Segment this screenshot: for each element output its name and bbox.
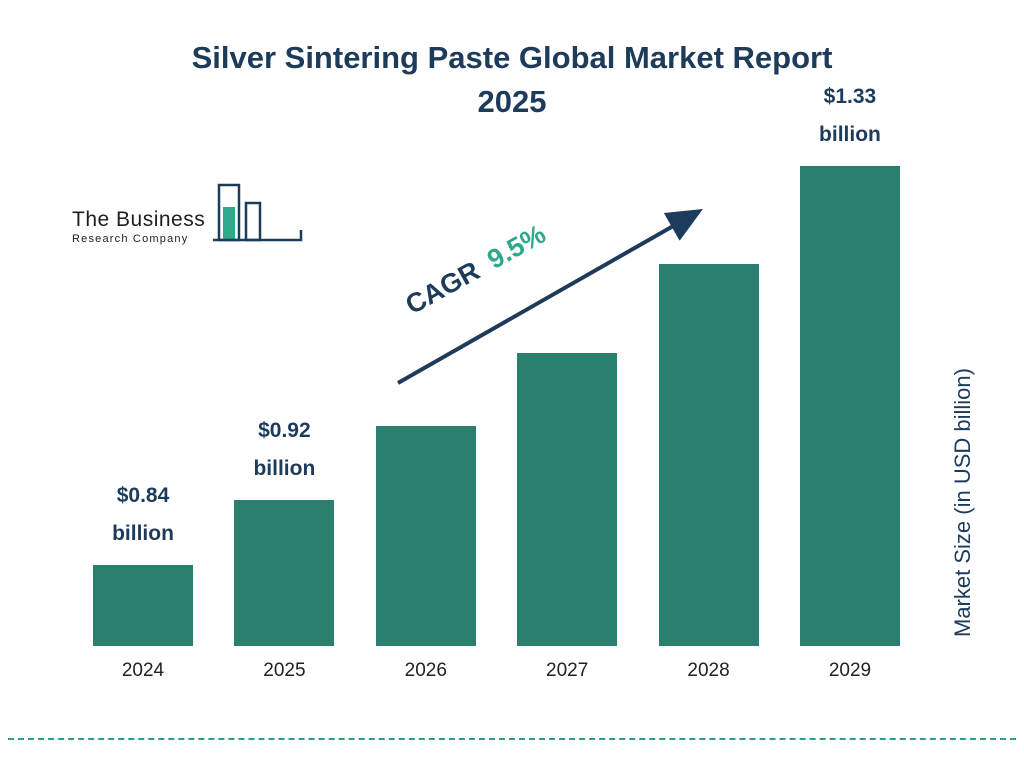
bar-2024 xyxy=(93,565,193,646)
bar-2026 xyxy=(375,426,476,646)
bottom-dashed-divider xyxy=(8,738,1016,740)
page-title: Silver Sintering Paste Global Market Rep… xyxy=(0,36,1024,124)
axis-tick-2026: 2026 xyxy=(404,660,447,681)
axis-tick-2028: 2028 xyxy=(687,660,730,681)
title-line-1: Silver Sintering Paste Global Market Rep… xyxy=(191,40,833,75)
bar-group-2024: $0.84 billion 2024 xyxy=(88,477,198,690)
bar-value-label-2025: $0.92 billion xyxy=(253,418,316,480)
company-logo-text: The Business Research Company xyxy=(72,208,205,245)
bar-group-2026: 2026 xyxy=(371,414,481,690)
bar-chart-logo-icon xyxy=(211,182,303,253)
bar-2029 xyxy=(799,166,900,646)
bar-value-label-2024: $0.84 billion xyxy=(112,483,174,545)
axis-tick-2029: 2029 xyxy=(828,660,872,681)
bar-value-label-2029: $1.33 billion xyxy=(819,84,881,146)
y-axis-title: Market Size (in USD billion) xyxy=(950,368,975,638)
bar-2028 xyxy=(658,264,759,646)
bar-2025 xyxy=(234,500,335,646)
bar-chart: $0.84 billion 2024 $0.92 billion 2025 20… xyxy=(88,78,905,690)
bar-2027 xyxy=(517,353,618,646)
logo-name-bottom: Research Company xyxy=(72,233,189,245)
axis-tick-2024: 2024 xyxy=(121,660,165,681)
logo-name-top: The Business xyxy=(72,208,206,231)
axis-tick-2025: 2025 xyxy=(263,660,306,681)
title-line-2: 2025 xyxy=(477,84,547,120)
bar-group-2028: 2028 xyxy=(654,252,764,690)
bar-group-2025: $0.92 billion 2025 xyxy=(229,412,339,690)
company-logo: The Business Research Company xyxy=(72,182,303,253)
bar-group-2029: $1.33 billion 2029 xyxy=(795,78,905,690)
bar-group-2027: 2027 xyxy=(512,341,622,690)
axis-tick-2027: 2027 xyxy=(546,660,589,681)
